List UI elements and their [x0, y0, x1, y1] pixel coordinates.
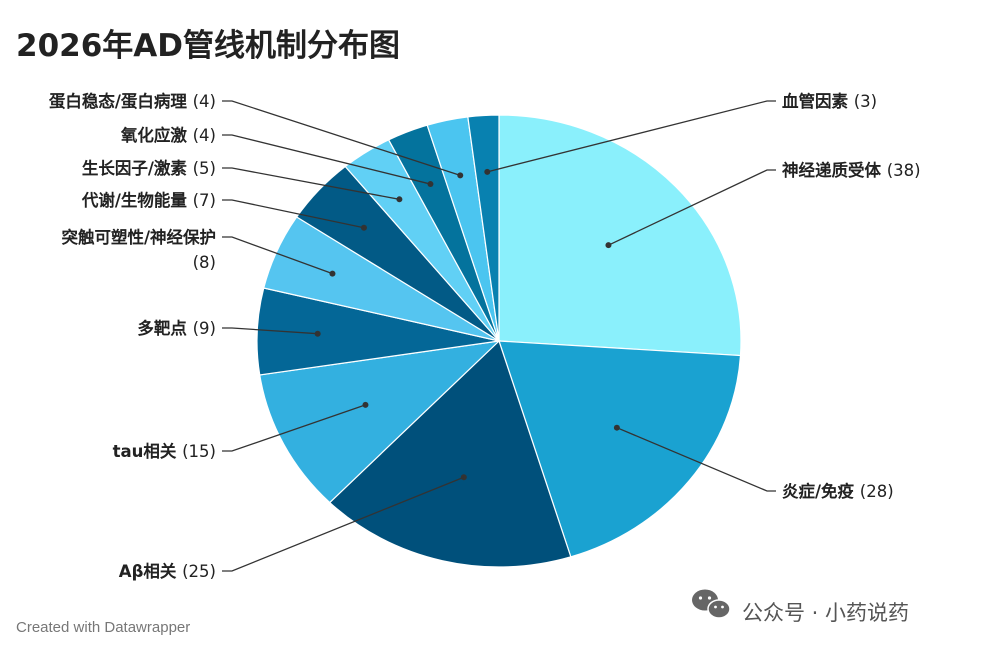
slice-label: 蛋白稳态/蛋白病理 (4) — [49, 91, 216, 111]
leader-line — [222, 476, 465, 572]
slice-label: Aβ相关 (25) — [119, 561, 216, 581]
watermark: 公众号 · 小药说药 — [692, 589, 909, 625]
leader-line — [222, 134, 431, 185]
leader-line — [222, 404, 366, 452]
leader-line — [222, 236, 333, 275]
wechat-icon — [692, 589, 731, 619]
leader-lines — [222, 100, 776, 572]
slice-label: 突触可塑性/神经保护(8) — [61, 227, 216, 272]
leader-line — [222, 167, 400, 200]
leader-line — [222, 100, 461, 177]
slice-label: 神经递质受体 (38) — [782, 160, 921, 180]
watermark-text: 公众号 · 小药说药 — [742, 601, 909, 625]
slice-labels: 神经递质受体 (38) 炎症/免疫 (28) Aβ相关 (25) tau相关 (15)… — [49, 91, 921, 581]
leader-line — [487, 100, 776, 173]
slice-label: 多靶点 (9) — [137, 318, 216, 338]
pie-slice — [259, 340, 501, 504]
leader-line — [608, 169, 776, 246]
pie-slice — [498, 340, 742, 558]
pie-slice — [498, 114, 742, 357]
slice-label: 炎症/免疫 (28) — [782, 481, 894, 501]
slice-label: 血管因素 (3) — [782, 91, 877, 111]
chart-title: 2026年AD管线机制分布图 — [16, 28, 400, 64]
leader-line — [222, 327, 318, 335]
slice-label: 生长因子/激素 (5) — [82, 158, 216, 178]
pie-slices — [256, 114, 742, 568]
slice-label: 氧化应激 (4) — [120, 125, 216, 145]
credit-text: Created with Datawrapper — [16, 619, 190, 636]
leader-line — [616, 427, 776, 492]
slice-label: tau相关 (15) — [113, 441, 216, 461]
slice-label: 代谢/生物能量 (7) — [81, 190, 216, 210]
pie-slice — [328, 339, 572, 568]
leader-line — [222, 199, 365, 229]
